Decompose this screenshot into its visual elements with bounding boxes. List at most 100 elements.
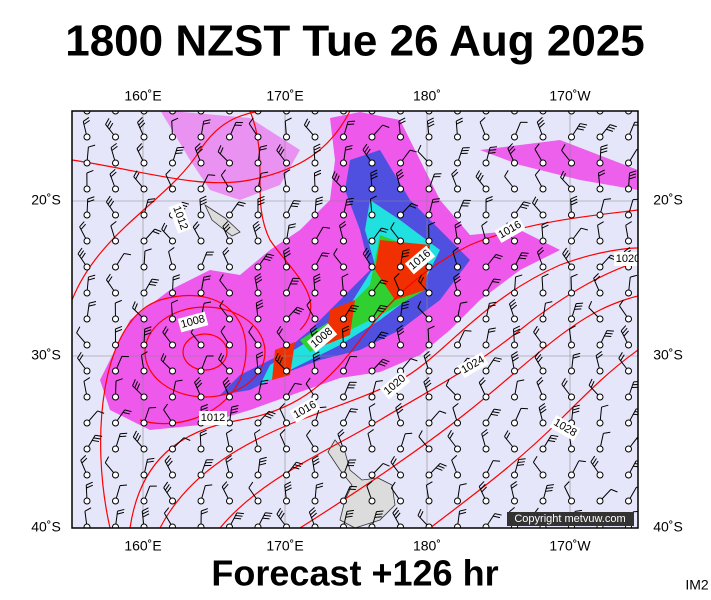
barb-flag bbox=[610, 488, 618, 493]
station bbox=[226, 471, 233, 479]
wind-barb bbox=[595, 351, 604, 375]
barb-flag bbox=[350, 408, 358, 411]
station bbox=[425, 185, 433, 193]
barb-flag bbox=[223, 483, 229, 490]
wind-barb bbox=[425, 198, 440, 219]
barb-flag bbox=[231, 407, 239, 411]
barb-flag bbox=[459, 511, 467, 515]
barb-flag bbox=[106, 120, 112, 128]
isobar-label-box bbox=[404, 245, 436, 275]
barb-flag bbox=[511, 351, 518, 356]
station bbox=[368, 133, 376, 141]
barb-flag bbox=[164, 455, 170, 462]
barb-flag bbox=[454, 221, 462, 226]
barb-flag bbox=[340, 223, 347, 229]
barb-flag bbox=[309, 324, 317, 331]
barb-flag bbox=[105, 195, 111, 203]
barb-flag bbox=[347, 123, 355, 126]
barb-flag bbox=[419, 511, 424, 518]
isobar-label-box bbox=[457, 351, 489, 379]
barb-flag bbox=[164, 328, 169, 335]
copyright: Copyright metvuw.com bbox=[514, 513, 625, 525]
wind-barb bbox=[445, 379, 461, 401]
station bbox=[368, 341, 376, 349]
barb-flag bbox=[628, 176, 636, 180]
barb-flag bbox=[494, 513, 502, 516]
barb-flag bbox=[456, 117, 463, 122]
barb-flag bbox=[248, 117, 254, 124]
station bbox=[83, 471, 91, 479]
station bbox=[226, 445, 233, 453]
wind-barb bbox=[425, 117, 435, 141]
barb-flag bbox=[288, 226, 296, 229]
barb-flag bbox=[313, 273, 321, 278]
barb-flag bbox=[435, 467, 443, 471]
barb-flag bbox=[518, 458, 526, 461]
station bbox=[311, 315, 319, 323]
precip-light bbox=[160, 111, 300, 200]
barb-flag bbox=[537, 246, 543, 253]
barb-flag bbox=[536, 377, 543, 383]
barb-flag bbox=[425, 382, 432, 388]
barb-flag bbox=[171, 299, 178, 304]
barb-flag bbox=[598, 172, 606, 177]
barb-flag bbox=[88, 144, 96, 148]
wind-barb bbox=[508, 298, 518, 323]
barb-flag bbox=[107, 276, 113, 283]
station bbox=[539, 393, 547, 401]
barb-flag bbox=[362, 143, 368, 151]
barb-flag bbox=[396, 169, 403, 174]
station bbox=[169, 185, 176, 193]
wind-barb bbox=[425, 481, 433, 505]
station bbox=[425, 497, 433, 505]
wind-barb bbox=[106, 273, 119, 297]
barb-flag bbox=[138, 119, 145, 126]
wind-barb bbox=[368, 195, 377, 219]
wind-barb bbox=[532, 196, 547, 219]
station bbox=[254, 523, 262, 528]
barb-flag bbox=[314, 149, 321, 154]
wind-barb bbox=[165, 169, 176, 193]
barb-flag bbox=[222, 377, 229, 383]
barb-flag bbox=[378, 307, 386, 310]
station bbox=[197, 159, 205, 167]
wind-barb bbox=[340, 304, 359, 323]
station bbox=[482, 289, 490, 297]
wind-barb bbox=[283, 169, 291, 193]
barb-flag bbox=[454, 278, 462, 284]
station bbox=[539, 237, 547, 245]
wind-barb bbox=[588, 378, 604, 401]
barb-flag bbox=[183, 437, 191, 441]
station bbox=[112, 263, 119, 271]
wind-barb bbox=[311, 196, 323, 219]
barb-flag bbox=[381, 227, 389, 231]
barb-flag bbox=[455, 224, 462, 229]
barb-flag bbox=[236, 203, 244, 207]
barb-flag bbox=[256, 299, 263, 304]
wind-barb bbox=[425, 410, 447, 427]
station bbox=[226, 497, 233, 505]
barb-flag bbox=[424, 353, 431, 360]
station bbox=[112, 393, 119, 401]
wind-barb bbox=[110, 142, 119, 167]
barb-flag bbox=[132, 430, 137, 438]
barb-flag bbox=[119, 435, 127, 438]
barb-flag bbox=[268, 410, 276, 415]
station bbox=[568, 133, 575, 141]
wind-barb bbox=[452, 246, 461, 271]
barb-flag bbox=[534, 351, 540, 358]
station bbox=[625, 289, 632, 297]
station bbox=[625, 341, 632, 349]
barb-flag bbox=[108, 122, 114, 130]
barb-flag bbox=[532, 456, 538, 463]
isobar-label-text: 1020 bbox=[616, 253, 640, 265]
barb-flag bbox=[294, 382, 302, 386]
wind-barb bbox=[596, 144, 608, 167]
wind-barb bbox=[112, 484, 127, 505]
wind-barb bbox=[482, 460, 501, 479]
wind-barb bbox=[511, 379, 525, 401]
wind-barb bbox=[308, 506, 319, 528]
barb-flag bbox=[253, 223, 260, 230]
wind-barb bbox=[311, 226, 331, 245]
station bbox=[397, 523, 404, 528]
